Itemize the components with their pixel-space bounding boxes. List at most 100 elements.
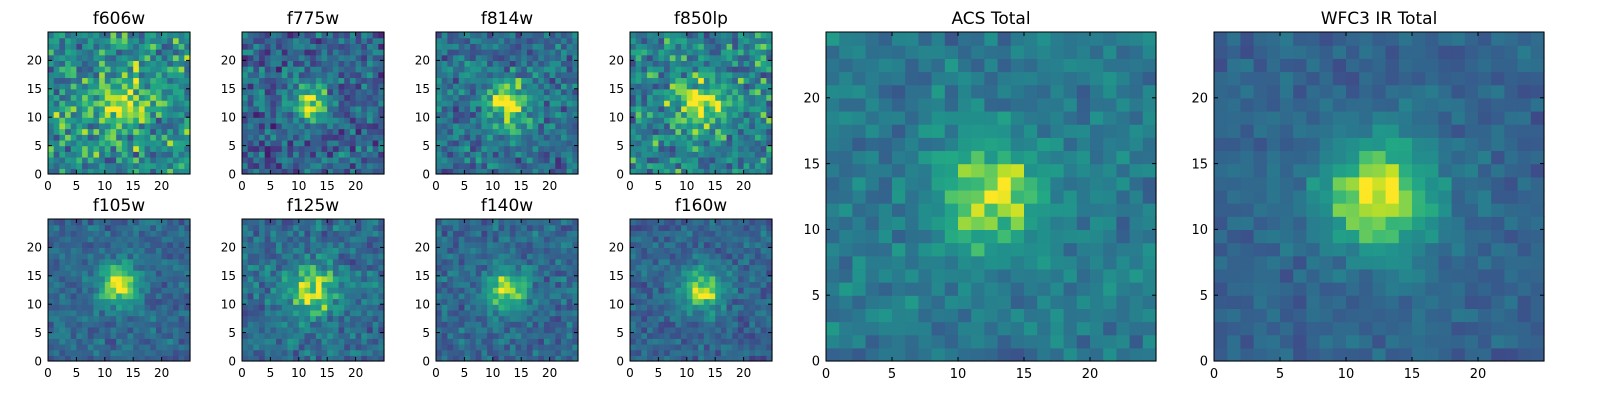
heatmap-cell [743, 298, 750, 305]
heatmap-cell [304, 224, 311, 231]
heatmap-cell [715, 145, 722, 152]
heatmap-cell [59, 304, 66, 311]
heatmap-cell [715, 304, 722, 311]
heatmap-cell [327, 355, 334, 362]
heatmap-cell [526, 162, 534, 169]
heatmap-cell [732, 281, 739, 288]
heatmap-cell [630, 100, 637, 107]
heatmap-cell [436, 219, 443, 226]
heatmap-cell [652, 292, 659, 300]
heatmap-cell [504, 253, 511, 260]
y-tick-label: 10 [27, 111, 42, 125]
heatmap-cell [287, 117, 294, 124]
heatmap-cell [259, 139, 266, 147]
heatmap-cell [532, 292, 539, 300]
heatmap-cell [720, 156, 728, 164]
heatmap-cell [110, 37, 117, 44]
heatmap-cell [698, 83, 705, 90]
heatmap-cell [675, 105, 682, 113]
heatmap-cell [99, 292, 106, 300]
heatmap-cell [743, 332, 750, 339]
heatmap-cell [293, 100, 300, 107]
heatmap-cell [630, 321, 637, 328]
heatmap-cell [664, 309, 671, 317]
heatmap-cell [93, 321, 100, 328]
heatmap-cell [253, 270, 260, 277]
heatmap-cell [321, 128, 328, 135]
heatmap-cell [276, 117, 283, 124]
heatmap-cell [726, 275, 733, 283]
heatmap-cell [276, 298, 283, 305]
heatmap-cell [116, 117, 123, 124]
heatmap-cell [270, 309, 277, 317]
heatmap-cell [104, 326, 112, 334]
heatmap-cell [487, 145, 494, 152]
heatmap-cell [470, 224, 477, 231]
heatmap-cell [698, 304, 705, 311]
heatmap-cell [555, 43, 562, 50]
heatmap-cell [652, 49, 659, 56]
heatmap-cell [720, 275, 728, 283]
heatmap-cell [247, 94, 254, 101]
heatmap-cell [264, 139, 271, 147]
heatmap-cell [703, 66, 711, 73]
heatmap-cell [760, 298, 767, 305]
heatmap-cell [504, 219, 511, 226]
heatmap-cell [127, 88, 134, 96]
heatmap-cell [515, 224, 522, 231]
heatmap-cell [116, 326, 123, 334]
heatmap-cell [59, 37, 66, 44]
heatmap-cell [161, 298, 168, 305]
heatmap-cell [178, 83, 185, 90]
heatmap-cell [53, 43, 60, 50]
heatmap-cell [447, 247, 454, 254]
heatmap-cell [59, 343, 66, 351]
heatmap-cell [121, 139, 129, 147]
heatmap-cell [144, 54, 151, 61]
heatmap-cell [178, 60, 185, 67]
heatmap-cell [121, 349, 129, 356]
heatmap-cell [549, 37, 556, 44]
heatmap-cell [281, 287, 289, 294]
heatmap-cell [641, 151, 648, 158]
heatmap-cell [681, 343, 688, 351]
heatmap-cell [344, 355, 351, 362]
heatmap-cell [458, 292, 465, 300]
heatmap-cell [150, 77, 157, 84]
heatmap-cell [349, 253, 357, 260]
heatmap-cell [264, 156, 271, 164]
heatmap-cell [538, 168, 545, 175]
heatmap-cell [504, 122, 511, 130]
heatmap-cell [737, 162, 745, 169]
heatmap-cell [65, 105, 72, 113]
heatmap-cell [70, 287, 77, 294]
heatmap-cell [669, 332, 677, 339]
heatmap-cell [247, 139, 254, 147]
heatmap-cell [110, 54, 117, 61]
heatmap-cell [172, 111, 180, 118]
heatmap-cell [264, 309, 271, 317]
heatmap-cell [133, 292, 140, 300]
heatmap-cell [572, 168, 579, 175]
heatmap-cell [521, 309, 528, 317]
heatmap-cell [749, 355, 756, 362]
heatmap-cell [104, 236, 112, 243]
heatmap-cell [378, 321, 385, 328]
heatmap-cell [754, 134, 762, 141]
heatmap-cell [76, 258, 83, 266]
heatmap-cell [242, 338, 249, 345]
heatmap-cell [172, 315, 180, 322]
heatmap-cell [332, 117, 340, 124]
heatmap-cell [304, 134, 311, 141]
heatmap-cell [304, 281, 311, 288]
heatmap-cell [572, 71, 579, 79]
heatmap-cell [538, 241, 545, 248]
heatmap-cell [686, 88, 694, 96]
heatmap-cell [259, 298, 266, 305]
heatmap-cell [70, 49, 77, 56]
heatmap-cell [127, 298, 134, 305]
heatmap-cell [566, 156, 573, 164]
heatmap-cell [184, 281, 191, 288]
heatmap-cell [498, 275, 505, 283]
heatmap-cell [572, 309, 579, 317]
